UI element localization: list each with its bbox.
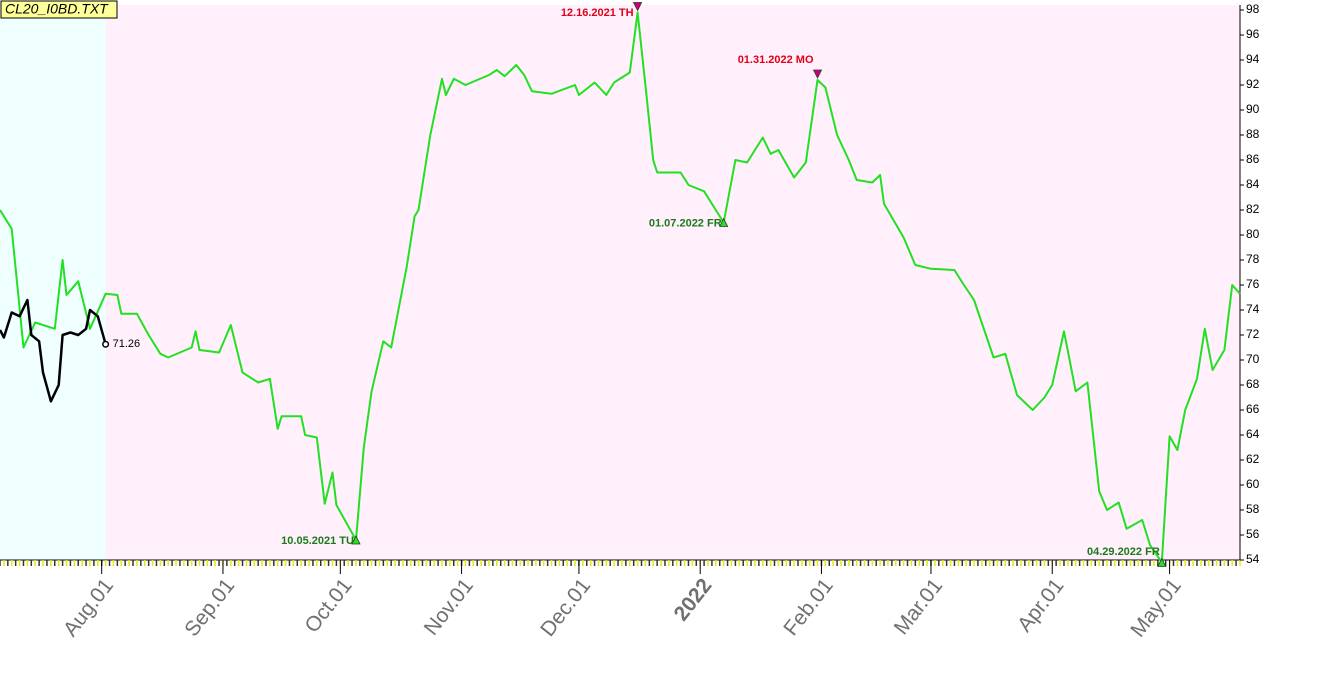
y-tick-label: 76 [1246, 277, 1260, 291]
x-tick-label: Oct.01 [300, 574, 356, 637]
background-region [105, 5, 1241, 560]
y-tick-label: 70 [1246, 352, 1260, 366]
end-label: 71.26 [113, 338, 141, 350]
y-tick-label: 88 [1246, 127, 1260, 141]
y-tick-label: 66 [1246, 402, 1260, 416]
annotation-label: 10.05.2021 TU [281, 535, 354, 547]
x-tick-label: Mar.01 [890, 574, 948, 639]
low-marker [719, 217, 729, 227]
y-tick-label: 90 [1246, 102, 1260, 116]
x-tick-label: Sep.01 [180, 574, 239, 641]
y-tick-label: 86 [1246, 152, 1260, 166]
background-region [0, 5, 106, 560]
y-tick-label: 92 [1246, 77, 1260, 91]
chart-title: CL20_I0BD.TXT [5, 1, 109, 17]
annotation-label: 01.07.2022 FR [649, 217, 722, 229]
y-tick-label: 60 [1246, 477, 1260, 491]
high-marker [812, 69, 823, 79]
x-tick-label: May.01 [1126, 574, 1186, 641]
x-tick-label: Nov.01 [420, 574, 478, 639]
y-tick-label: 74 [1246, 302, 1260, 316]
x-tick-label: Feb.01 [779, 574, 837, 640]
annotation-label: 12.16.2021 TH [561, 7, 634, 19]
y-tick-label: 68 [1246, 377, 1260, 391]
data-line [0, 11, 1241, 564]
y-tick-label: 82 [1246, 202, 1260, 216]
low-marker [1157, 557, 1167, 567]
y-tick-label: 58 [1246, 502, 1260, 516]
low-marker [351, 535, 361, 545]
y-tick-label: 64 [1246, 427, 1260, 441]
x-tick-label: Apr.01 [1013, 574, 1069, 636]
x-tick-label: Dec.01 [536, 574, 595, 641]
y-tick-label: 56 [1246, 527, 1260, 541]
y-tick-label: 94 [1246, 52, 1260, 66]
y-tick-label: 80 [1246, 227, 1260, 241]
y-tick-label: 54 [1246, 552, 1260, 566]
high-marker [632, 2, 643, 12]
title-box [0, 0, 118, 19]
end-marker [102, 340, 110, 348]
y-tick-label: 62 [1246, 452, 1260, 466]
y-tick-label: 72 [1246, 327, 1260, 341]
y-tick-label: 96 [1246, 27, 1260, 41]
x-tick-label: Aug.01 [59, 574, 118, 641]
annotation-label: 04.29.2022 FR [1087, 546, 1160, 558]
x-tick-label: 2022 [670, 574, 717, 625]
y-tick-label: 84 [1246, 177, 1260, 191]
y-tick-label: 98 [1246, 2, 1260, 16]
data-line [0, 298, 107, 403]
y-tick-label: 78 [1246, 252, 1260, 266]
annotation-label: 01.31.2022 MO [738, 54, 814, 66]
